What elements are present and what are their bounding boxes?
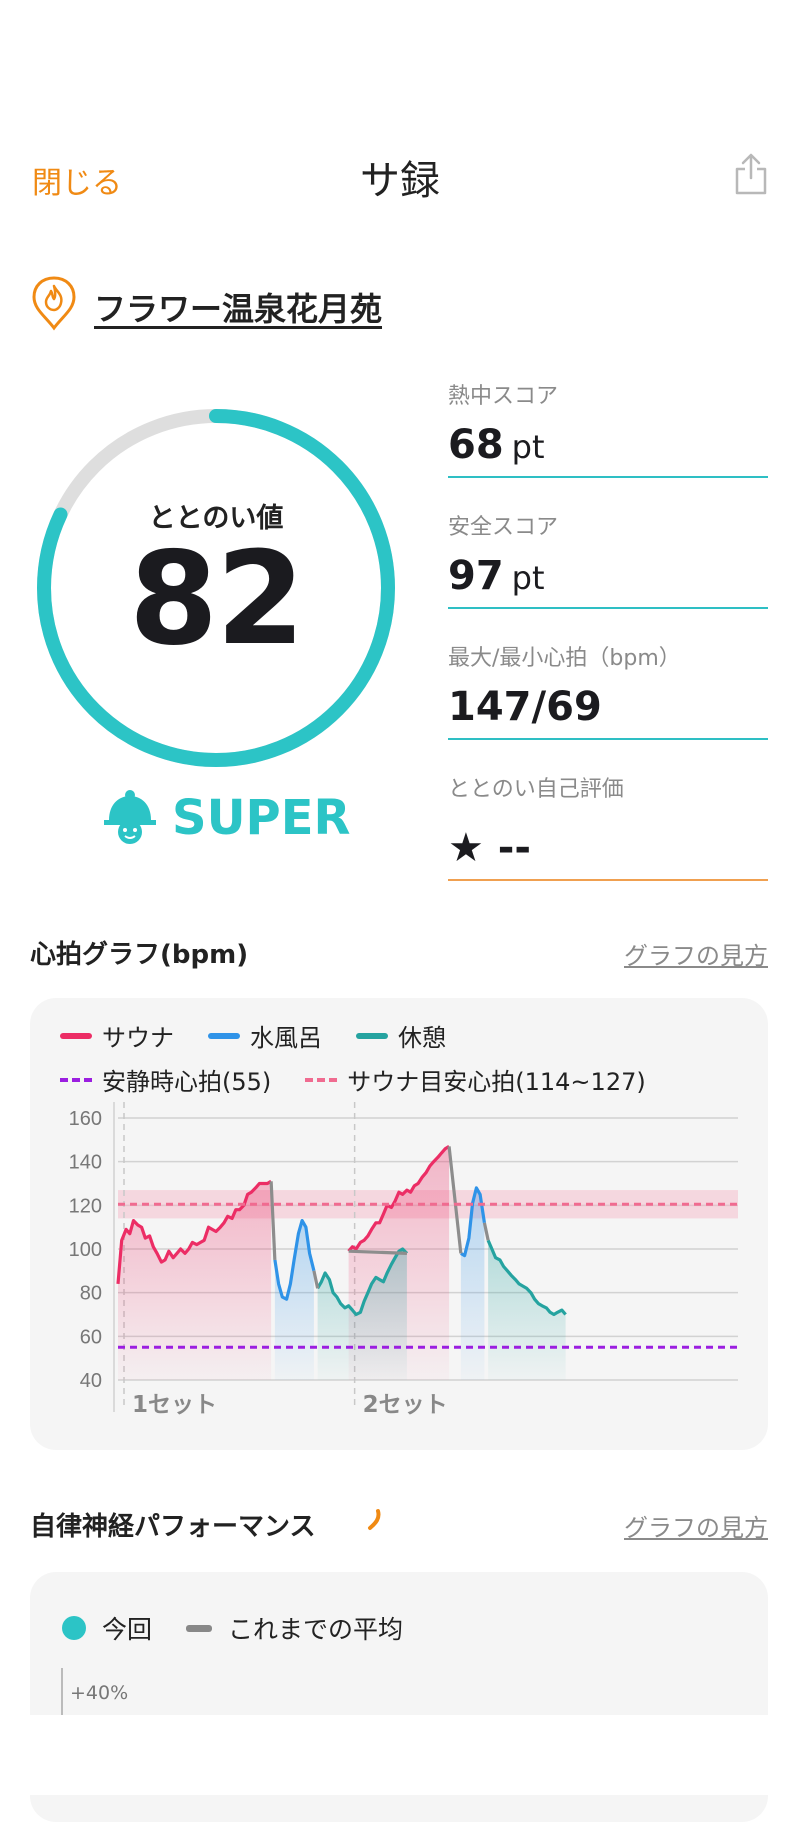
series-line xyxy=(316,1247,409,1317)
stat-value: ★ -- xyxy=(448,825,531,871)
set-label: 2セット xyxy=(363,1392,448,1418)
y-tick-label: 40 xyxy=(80,1370,102,1392)
stat-value: 68 pt xyxy=(448,422,545,468)
y-tick-label: 140 xyxy=(69,1152,102,1174)
transition-line xyxy=(447,1146,463,1254)
autonomic-title: 自律神経パフォーマンス xyxy=(30,1512,316,1542)
sauna-pin-icon xyxy=(32,276,76,331)
score-value: 82 xyxy=(128,525,305,674)
series-area xyxy=(274,1220,314,1380)
chart-legend: サウナ 水風呂 休憩 xyxy=(60,1018,480,1053)
legend-item: サウナ目安心拍(114~127) xyxy=(305,1062,646,1097)
transition-line xyxy=(482,1222,490,1241)
heat-score: 熱中スコア 68 pt xyxy=(448,378,768,478)
series-line xyxy=(116,1179,272,1285)
chart-reference-legend: 安静時心拍(55) サウナ目安心拍(114~127) xyxy=(60,1062,680,1097)
series-area xyxy=(488,1240,566,1380)
heart-graph-help-link[interactable]: グラフの見方 xyxy=(624,942,768,970)
average-bar-icon xyxy=(186,1624,213,1632)
legend-item: 安静時心拍(55) xyxy=(60,1062,271,1097)
legend-item: 休憩 xyxy=(356,1018,446,1053)
transition-line xyxy=(312,1270,320,1289)
score-level: SUPER xyxy=(172,790,351,846)
self-rating[interactable]: ととのい自己評価 ★ -- xyxy=(448,771,768,881)
stat-label: 安全スコア xyxy=(448,515,559,540)
sauna-hat-icon xyxy=(104,790,156,844)
legend-average: これまでの平均 xyxy=(228,1615,404,1644)
legend-current: 今回 xyxy=(102,1615,153,1644)
series-area xyxy=(460,1187,485,1380)
legend-item: 水風呂 xyxy=(208,1018,322,1053)
heart-rate-range: 最大/最小心拍（bpm） 147/69 xyxy=(448,640,768,740)
series-line xyxy=(347,1145,450,1253)
stat-value: 147/69 xyxy=(448,684,602,730)
safety-score: 安全スコア 97 pt xyxy=(448,509,768,609)
score-label: ととのい値 xyxy=(148,503,284,534)
heart-graph-card: サウナ 水風呂 休憩 安静時心拍(55) サウナ目安心拍(114~127) 16… xyxy=(30,998,768,1450)
share-icon[interactable] xyxy=(734,152,768,196)
set-label: 1セット xyxy=(132,1392,217,1418)
y-tick-label: 160 xyxy=(69,1108,102,1130)
autonomic-help-link[interactable]: グラフの見方 xyxy=(624,1514,768,1542)
transition-line xyxy=(348,1249,407,1255)
heart-rate-chart: 160 140 120 100 80 60 40 1セット 2セット xyxy=(69,1102,738,1418)
y-tick-label: 60 xyxy=(80,1326,102,1348)
current-dot-icon xyxy=(62,1616,86,1640)
stat-value: 97 pt xyxy=(448,553,545,599)
series-line xyxy=(273,1219,316,1301)
series-area xyxy=(118,1181,272,1380)
page-title: サ録 xyxy=(360,158,440,204)
autonomic-legend: 今回 これまでの平均 xyxy=(62,1610,403,1646)
score-gauge xyxy=(37,409,395,767)
close-button[interactable]: 閉じる xyxy=(32,166,122,201)
stat-label: ととのい自己評価 xyxy=(448,777,624,802)
legend-item: サウナ xyxy=(60,1018,174,1053)
stat-label: 熱中スコア xyxy=(448,384,559,409)
y-tick-label: 80 xyxy=(80,1283,102,1305)
autonomic-y-tick: +40% xyxy=(70,1682,129,1704)
y-tick-label: 100 xyxy=(69,1239,102,1261)
flame-icon xyxy=(368,1509,381,1530)
score-gauge-arc xyxy=(37,409,395,767)
heart-graph-title: 心拍グラフ(bpm) xyxy=(30,940,249,970)
stat-label: 最大/最小心拍（bpm） xyxy=(448,646,681,671)
y-tick-label: 120 xyxy=(69,1195,102,1217)
series-line xyxy=(486,1239,567,1317)
transition-line xyxy=(269,1181,277,1260)
facility-name-link[interactable]: フラワー温泉花月苑 xyxy=(94,290,383,328)
